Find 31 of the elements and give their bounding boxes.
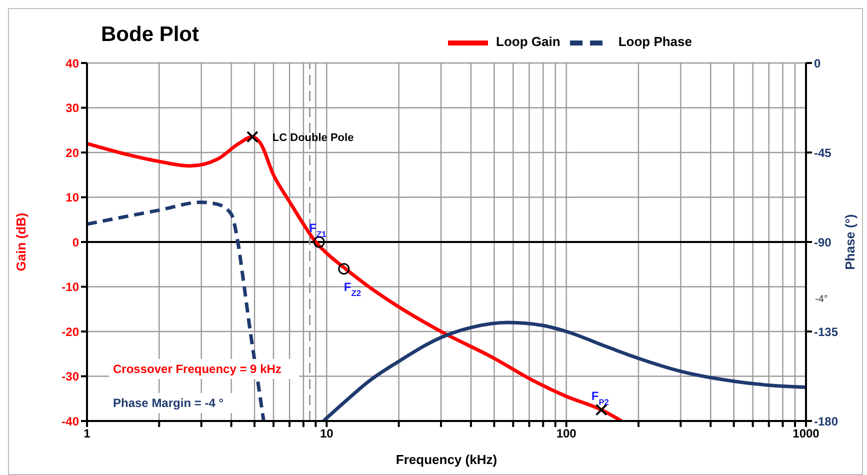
legend-label: Loop Gain — [496, 34, 560, 50]
y-axis-title: Gain (dB) — [14, 212, 29, 272]
y-tick-label: 10 — [66, 190, 80, 205]
y2-axis-title: Phase (°) — [842, 214, 858, 270]
x-tick-label: 1 — [84, 426, 91, 441]
y-tick-label: 20 — [66, 146, 80, 160]
y-tick-label: -10 — [62, 280, 80, 294]
text: -4° — [815, 294, 828, 305]
x-tick-label: 1000 — [792, 426, 820, 441]
annotation: F$_{Z1}$ — [309, 221, 327, 239]
y-tick-label: -20 — [62, 324, 80, 339]
y-tick-label: 40 — [66, 56, 80, 70]
y-tick-label: 0 — [72, 235, 80, 250]
legend-label: Loop Phase — [618, 34, 692, 50]
chart-title: Bode Plot — [101, 23, 199, 47]
y-tick-label: -30 — [62, 370, 80, 384]
y2-tick-label: -90 — [814, 235, 832, 250]
annotation: F$_{P2}$ — [591, 388, 610, 407]
x-tick-label: 10 — [320, 426, 334, 441]
y2-tick-label: 0 — [814, 56, 821, 70]
y-tick-label: -40 — [62, 414, 80, 428]
annotation: F$_{Z2}$ — [344, 280, 362, 298]
y2-tick-label: -135 — [814, 324, 838, 339]
x-axis-title: Frequency (kHz) — [396, 452, 498, 467]
annotation: LC Double Pole — [272, 132, 354, 144]
y2-tick-label: -180 — [814, 414, 838, 428]
y2-tick-label: -45 — [814, 146, 832, 160]
x-tick-label: 100 — [556, 426, 577, 441]
y-tick-label: 30 — [66, 101, 80, 116]
annotation: Phase Margin = -4 ° — [109, 393, 242, 413]
annotation: Crossover Frequency = 9 kHz — [109, 359, 300, 379]
